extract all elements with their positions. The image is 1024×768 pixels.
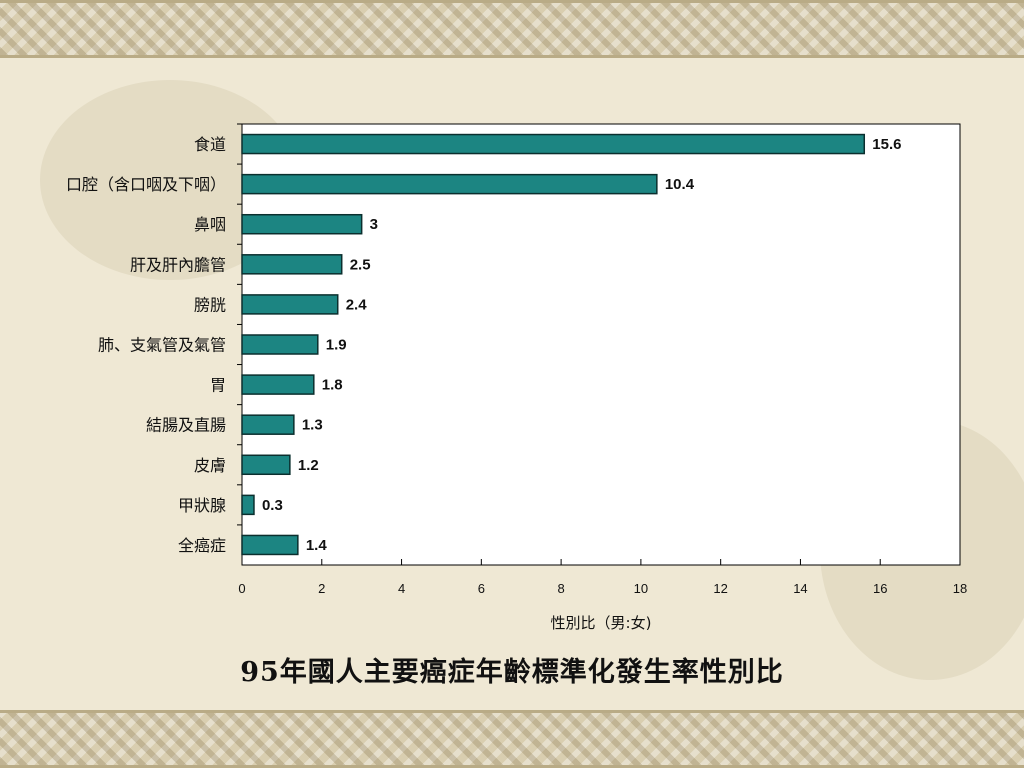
x-tick-label-3: 6 xyxy=(478,581,485,596)
bar-4 xyxy=(241,294,339,315)
x-tick-label-8: 16 xyxy=(873,581,887,596)
category-label-9: 甲狀腺 xyxy=(178,496,226,515)
x-tick-label-4: 8 xyxy=(557,581,564,596)
x-tick-label-9: 18 xyxy=(953,581,967,596)
category-label-10: 全癌症 xyxy=(178,536,226,555)
x-tick-label-6: 12 xyxy=(713,581,727,596)
value-label-8: 1.2 xyxy=(298,457,319,474)
x-tick-label-7: 14 xyxy=(793,581,807,596)
category-label-0: 食道 xyxy=(194,135,226,154)
bar-2 xyxy=(241,213,363,235)
value-label-0: 15.6 xyxy=(872,136,901,153)
value-label-5: 1.9 xyxy=(326,337,347,354)
bar-1 xyxy=(241,173,658,195)
x-tick-label-2: 4 xyxy=(398,581,405,596)
category-label-2: 鼻咽 xyxy=(194,215,226,234)
bar-10 xyxy=(241,534,299,556)
bar-9 xyxy=(241,494,255,516)
bar-6 xyxy=(241,374,315,395)
plot-area xyxy=(241,123,961,566)
value-label-2: 3 xyxy=(370,216,378,233)
bar-3 xyxy=(241,254,343,275)
bar-7 xyxy=(241,414,295,435)
bar-chart: 15.6 10.4 3 2.5 2.4 1.9 1.8 1.3 1.2 0.3 1.4 食道口腔（含… xyxy=(66,123,967,632)
x-axis-title: 性別比（男:女) xyxy=(551,614,652,632)
value-label-9: 0.3 xyxy=(262,497,283,514)
value-label-7: 1.3 xyxy=(302,417,323,434)
decorative-bottom-border xyxy=(0,710,1024,768)
category-label-6: 胃 xyxy=(210,376,226,395)
x-tick-label-0: 0 xyxy=(238,581,245,596)
bar-5 xyxy=(241,334,319,355)
value-label-1: 10.4 xyxy=(665,176,695,193)
category-label-5: 肺、支氣管及氣管 xyxy=(98,336,226,355)
value-label-10: 1.4 xyxy=(306,537,328,554)
bar-0 xyxy=(241,133,866,155)
value-label-3: 2.5 xyxy=(350,256,371,273)
chart-caption: 95年國人主要癌症年齡標準化發生率性別比 xyxy=(240,657,784,688)
category-label-8: 皮膚 xyxy=(194,456,226,475)
x-tick-label-5: 10 xyxy=(634,581,648,596)
value-label-4: 2.4 xyxy=(346,296,368,313)
bar-8 xyxy=(241,454,291,476)
category-label-1: 口腔（含口咽及下咽） xyxy=(66,175,226,194)
category-label-7: 結腸及直腸 xyxy=(146,416,226,435)
value-label-6: 1.8 xyxy=(322,377,343,394)
x-axis-ticks: 0 2 4 6 8 10 12 14 16 18 xyxy=(238,559,967,596)
category-label-3: 肝及肝內膽管 xyxy=(130,255,226,274)
bars-group: 15.6 10.4 3 2.5 2.4 1.9 1.8 1.3 1.2 0.3 1.4 xyxy=(241,133,901,556)
decorative-top-border xyxy=(0,0,1024,58)
category-label-4: 膀胱 xyxy=(194,295,226,314)
x-tick-label-1: 2 xyxy=(318,581,325,596)
